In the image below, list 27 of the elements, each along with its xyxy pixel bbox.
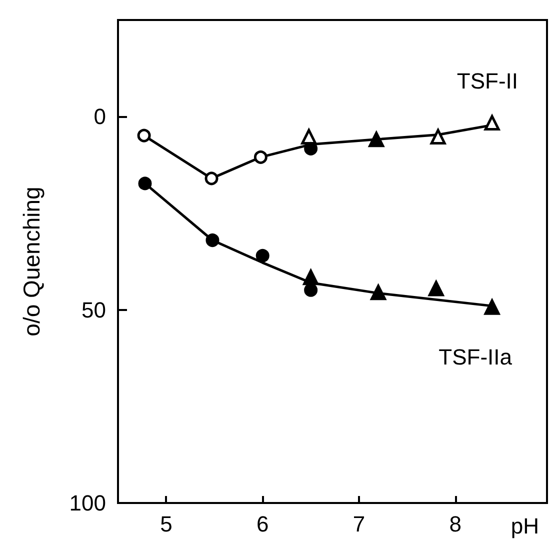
y-axis-title: o/o Quenching (18, 186, 44, 336)
x-tick-label: 7 (352, 512, 366, 536)
point (137, 128, 151, 142)
point (304, 283, 318, 297)
point (138, 176, 152, 190)
point (428, 280, 444, 296)
point (370, 284, 386, 300)
point (301, 128, 317, 144)
y-tick-label: 100 (69, 490, 106, 516)
annotation: TSF-II (456, 68, 518, 94)
point (368, 132, 384, 148)
annotation: TSF-IIa (438, 344, 513, 370)
point (484, 299, 500, 315)
y-tick-label: 50 (82, 297, 106, 322)
x-tick-label: 6 (256, 512, 269, 536)
x-axis-title: pH (510, 514, 539, 538)
y-tick-label: 0 (94, 104, 106, 130)
point (206, 234, 220, 247)
point (484, 115, 500, 131)
x-tick-label: 5 (160, 512, 172, 536)
point (254, 150, 268, 164)
point (304, 142, 318, 156)
point (256, 248, 270, 262)
point (303, 270, 319, 286)
x-tick-label: 8 (449, 512, 462, 536)
point (204, 172, 218, 186)
point (430, 128, 446, 144)
